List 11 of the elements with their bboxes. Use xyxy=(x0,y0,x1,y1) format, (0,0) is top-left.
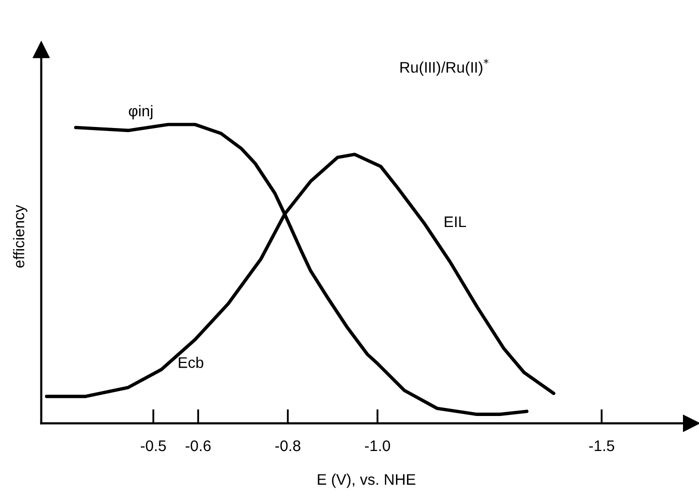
x-tick-label: -0.8 xyxy=(275,440,300,452)
x-tick-label: -0.6 xyxy=(186,440,211,452)
x-tick-label: -0.5 xyxy=(140,440,166,452)
series-label: EIL xyxy=(444,216,466,228)
x-tick-label: -1.5 xyxy=(589,440,614,452)
y-axis-title: efficiency xyxy=(13,204,28,268)
annotation: Ecb xyxy=(178,356,204,368)
x-axis-title: E (V), vs. NHE xyxy=(318,474,416,488)
x-tick-label: -1.0 xyxy=(365,440,390,452)
text: Ru(III)/Ru(II)$^{*}$ xyxy=(400,58,488,76)
series-label: φinj xyxy=(128,105,152,120)
